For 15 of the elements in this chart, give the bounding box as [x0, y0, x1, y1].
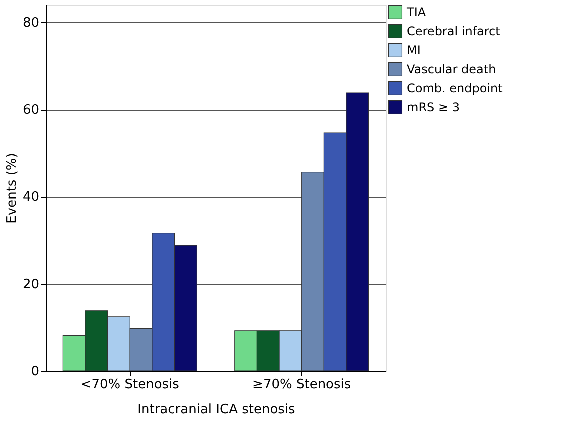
legend-label: TIA	[406, 6, 427, 20]
legend-label: MI	[407, 44, 421, 58]
x-tick-label: <70% Stenosis	[80, 378, 180, 392]
y-tick-label: 80	[22, 16, 40, 31]
legend-label: Vascular death	[407, 62, 496, 76]
y-tick-label: 0	[31, 364, 40, 380]
y-tick-label: 40	[22, 190, 40, 206]
y-tick-label: 60	[22, 103, 40, 118]
y-tick-label: 20	[22, 277, 40, 292]
legend-label: mRS ≥ 3	[407, 100, 460, 114]
x-axis-title: Intracranial ICA stenosis	[138, 402, 296, 418]
x-tick-label: ≥70% Stenosis	[252, 378, 352, 392]
legend-label: Comb. endpoint	[407, 82, 504, 96]
y-axis-title: Events (%)	[4, 153, 20, 224]
legend-label: Cerebral infarct	[407, 24, 501, 38]
